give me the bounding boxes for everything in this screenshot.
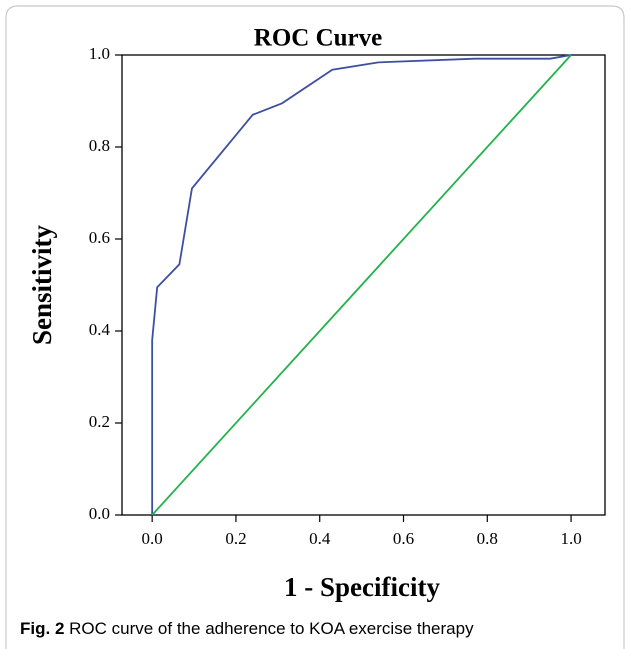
- plot-area: [121, 54, 606, 516]
- x-tick-label: 0.2: [225, 529, 246, 548]
- frame: [5, 5, 625, 649]
- y-axis-label: Sensitivity: [27, 224, 57, 345]
- y-tick-label: 0.6: [89, 228, 110, 247]
- caption-text: ROC curve of the adherence to KOA exerci…: [69, 619, 474, 638]
- x-tick-label: 0.8: [477, 529, 498, 548]
- y-tick-label: 0.2: [89, 412, 110, 431]
- y-tick-label: 0.8: [89, 136, 110, 155]
- x-tick-label: 1.0: [560, 529, 581, 548]
- caption-label: Fig. 2: [20, 619, 64, 638]
- line: [151, 54, 572, 515]
- x-tick-label: 0.4: [309, 529, 331, 548]
- chart-title: ROC Curve: [254, 25, 382, 52]
- y-tick-label: 0.4: [89, 320, 111, 339]
- y-tick-label: 0.0: [89, 504, 110, 523]
- y-tick-label: 1.0: [89, 44, 110, 63]
- x-axis-label: 1 - Specificity: [284, 572, 440, 602]
- caption: Fig. 2 ROC curve of the adherence to KOA…: [20, 619, 474, 638]
- line: [151, 54, 572, 516]
- x-tick-label: 0.0: [142, 529, 163, 548]
- x-tick-label: 0.6: [393, 529, 414, 548]
